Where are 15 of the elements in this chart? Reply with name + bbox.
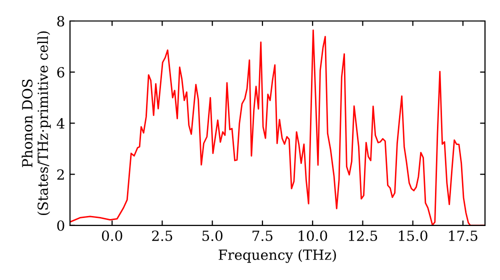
x-tick-label: 12.5	[348, 230, 378, 242]
y-tick-label: 2	[57, 169, 64, 180]
y-tick-label: 8	[57, 16, 64, 26]
y-tick-label: 0	[57, 220, 64, 231]
x-tick-label: 10.0	[298, 230, 328, 242]
x-tick-label: 0.0	[102, 230, 122, 242]
y-tick-label: 4	[56, 118, 64, 128]
x-tick-label: 5.0	[202, 230, 222, 242]
y-axis-title: Phonon DOS (States/THz·primitive cell)	[22, 31, 51, 216]
x-tick-label: 17.5	[449, 230, 478, 242]
x-axis-title: Frequency (THz)	[218, 249, 336, 263]
y-tick-label: 6	[57, 67, 64, 78]
x-tick-label: 2.5	[152, 230, 172, 242]
x-tick-label: 7.5	[252, 230, 272, 242]
x-tick-label: 15.0	[399, 230, 428, 242]
